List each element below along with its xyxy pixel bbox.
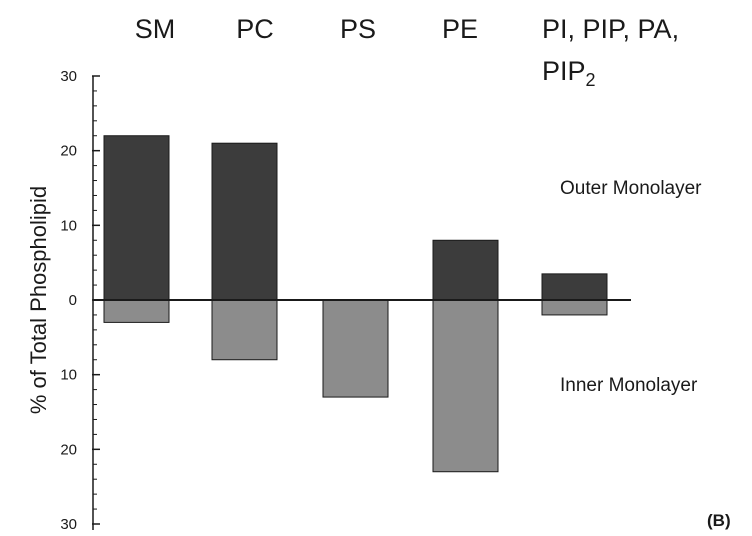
category-label-1: PC — [236, 14, 274, 44]
bar-outer-4 — [541, 273, 608, 301]
y-tick-label: 0 — [69, 292, 77, 309]
category-label-4-line2: PIP2 — [542, 56, 596, 90]
bar-inner-3 — [432, 299, 499, 473]
inner-monolayer-label: Inner Monolayer — [560, 375, 698, 396]
outer-monolayer-label: Outer Monolayer — [560, 178, 702, 199]
axis-layer — [92, 75, 100, 530]
category-label-3: PE — [442, 14, 478, 44]
bar-layer — [93, 135, 631, 473]
bar-outer-3 — [432, 239, 499, 301]
bar-inner-2 — [322, 299, 389, 398]
bar-outer-0 — [103, 135, 170, 301]
panel-label: (B) — [707, 511, 731, 530]
bar-inner-1 — [211, 299, 278, 361]
category-label-4: PI, PIP, PA, — [542, 14, 679, 44]
bar-inner-4 — [541, 299, 608, 316]
y-tick-label: 30 — [60, 68, 77, 85]
bar-outer-1 — [211, 142, 278, 301]
y-tick-label: 20 — [60, 441, 77, 458]
y-tick-label: 10 — [60, 217, 77, 234]
y-axis-label: % of Total Phospholipid — [26, 186, 51, 414]
bar-inner-0 — [103, 299, 170, 323]
y-tick-label: 10 — [60, 367, 77, 384]
category-label-0: SM — [135, 14, 176, 44]
y-tick-label: 20 — [60, 143, 77, 160]
y-tick-label: 30 — [60, 516, 77, 533]
category-label-2: PS — [340, 14, 376, 44]
label-layer: 30 20 10 0 10 20 30 SM PC PS PE PI, PIP, PA, PIP2 — [60, 14, 679, 533]
